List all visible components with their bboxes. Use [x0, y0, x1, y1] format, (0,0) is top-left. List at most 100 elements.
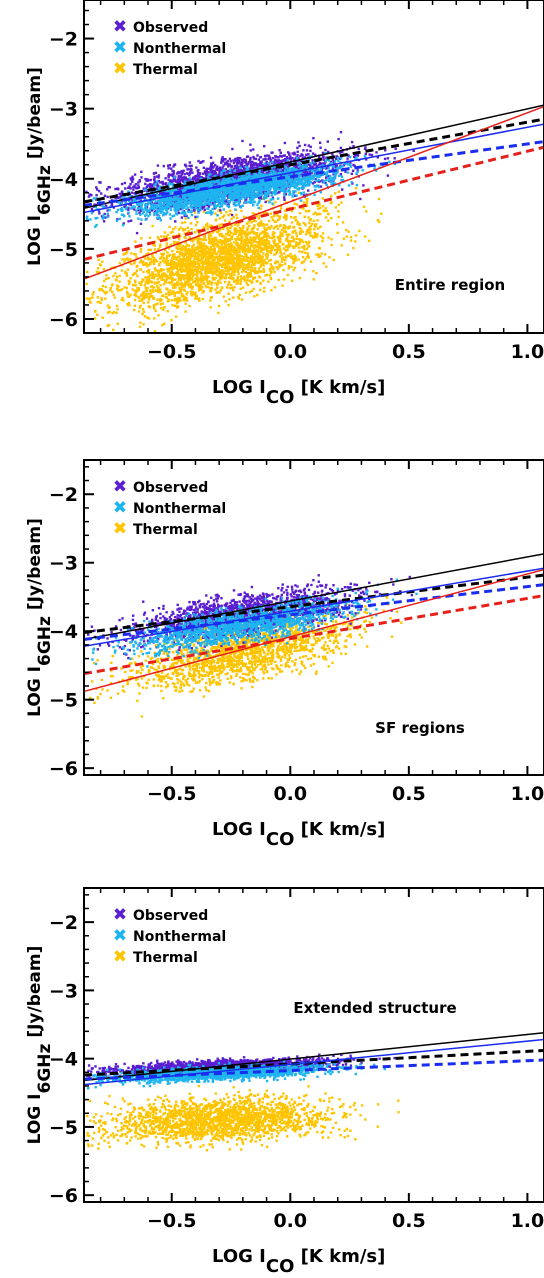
scatter-point	[213, 250, 216, 254]
scatter-point	[324, 181, 327, 185]
scatter-point	[175, 199, 179, 202]
scatter-point	[303, 251, 307, 254]
scatter-point	[181, 221, 184, 225]
scatter-point	[249, 260, 252, 263]
scatter-point	[152, 272, 155, 275]
scatter-point	[255, 163, 259, 167]
scatter-point	[211, 161, 215, 164]
scatter-point	[147, 256, 150, 259]
scatter-point	[256, 235, 260, 238]
scatter-point	[308, 228, 311, 232]
scatter-point	[240, 229, 244, 232]
scatter-point	[235, 257, 238, 261]
scatter-point	[198, 237, 201, 241]
scatter-point	[97, 267, 100, 270]
scatter-point	[254, 267, 257, 270]
scatter-point	[210, 287, 213, 291]
scatter-point	[171, 283, 174, 287]
scatter-point	[183, 296, 186, 299]
scatter-point	[207, 254, 211, 257]
scatter-point	[261, 230, 265, 233]
scatter-point	[313, 181, 316, 184]
scatter-point	[239, 275, 243, 278]
scatter-point	[91, 296, 94, 299]
scatter-point	[153, 180, 157, 183]
scatter-point	[101, 260, 104, 263]
scatter-point	[247, 160, 251, 164]
scatter-point	[185, 274, 188, 277]
scatter-point	[137, 184, 140, 187]
scatter-point	[151, 256, 154, 259]
scatter-point	[211, 254, 215, 257]
scatter-point	[172, 290, 175, 293]
scatter-point	[218, 174, 222, 177]
scatter-point	[246, 238, 250, 241]
scatter-point	[282, 226, 285, 230]
scatter-point	[308, 219, 312, 222]
scatter-point	[185, 296, 188, 300]
scatter-point	[283, 224, 287, 228]
scatter-point	[297, 258, 300, 261]
scatter-point	[240, 241, 243, 244]
scatter-point	[191, 251, 194, 254]
scatter-point	[237, 237, 240, 240]
scatter-point	[394, 147, 397, 150]
scatter-point	[179, 186, 182, 190]
scatter-point	[168, 263, 171, 266]
scatter-point	[227, 272, 230, 276]
scatter-point	[156, 175, 159, 178]
scatter-point	[227, 214, 230, 217]
scatter-point	[151, 288, 154, 292]
scatter-point	[320, 167, 324, 170]
scatter-point	[194, 262, 197, 266]
scatter-point	[246, 275, 249, 278]
scatter-point	[141, 295, 145, 298]
scatter-point	[214, 288, 217, 291]
scatter-point	[260, 164, 264, 167]
scatter-point	[342, 164, 346, 167]
scatter-point	[164, 202, 167, 206]
scatter-point	[206, 225, 209, 228]
scatter-point	[144, 276, 147, 279]
scatter-point	[156, 285, 159, 288]
scatter-point	[249, 143, 252, 146]
scatter-point	[327, 165, 330, 169]
scatter-point	[248, 250, 251, 254]
scatter-point	[218, 274, 221, 277]
scatter-point	[136, 274, 139, 278]
scatter-point	[262, 158, 265, 161]
scatter-point	[209, 290, 212, 293]
scatter-point	[255, 166, 259, 170]
scatter-point	[199, 247, 203, 250]
scatter-point	[219, 246, 222, 249]
scatter-point	[176, 296, 180, 300]
scatter-point	[242, 224, 245, 228]
scatter-point	[218, 272, 222, 275]
scatter-point	[224, 264, 227, 267]
scatter-point	[339, 173, 343, 176]
scatter-point	[106, 311, 110, 314]
scatter-point	[220, 269, 224, 272]
scatter-point	[265, 228, 268, 231]
scatter-point	[199, 245, 202, 248]
scatter-point	[293, 216, 296, 220]
scatter-point	[145, 206, 149, 209]
scatter-point	[249, 271, 252, 274]
scatter-point	[274, 200, 277, 204]
scatter-point	[284, 226, 287, 230]
scatter-point	[209, 263, 212, 266]
scatter-point	[144, 182, 147, 186]
scatter-point	[352, 246, 355, 250]
scatter-point	[207, 233, 211, 237]
scatter-point	[237, 257, 241, 261]
scatter-point	[207, 255, 211, 258]
scatter-point	[199, 284, 203, 287]
scatter-point	[179, 275, 182, 278]
scatter-point	[202, 282, 205, 285]
scatter-point	[256, 228, 259, 231]
scatter-point	[298, 223, 301, 226]
scatter-point	[191, 254, 195, 258]
scatter-point	[112, 206, 116, 209]
scatter-point	[232, 269, 235, 273]
scatter-point	[224, 261, 227, 265]
